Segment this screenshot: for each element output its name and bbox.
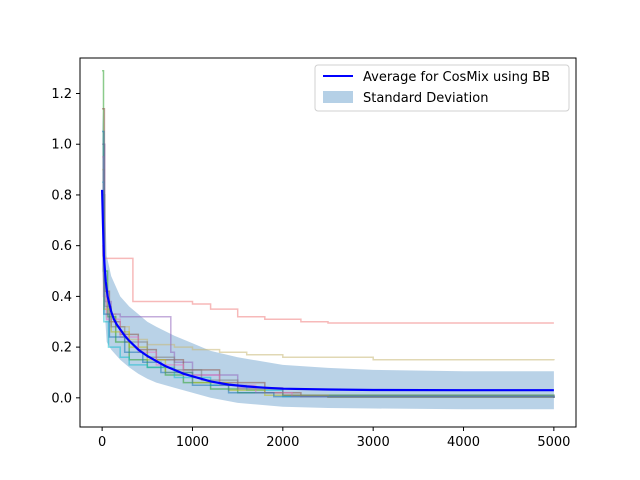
x-tick-label: 3000: [357, 435, 390, 450]
x-tick-label: 0: [98, 435, 106, 450]
x-tick-label: 1000: [176, 435, 209, 450]
x-axis-ticks: 0 1000 2000 3000 4000 5000: [98, 427, 570, 450]
average-layer: [101, 189, 554, 392]
y-tick-label: 1.2: [51, 87, 72, 102]
run-line-10: [102, 130, 555, 398]
legend: Average for CosMix using BB Standard Dev…: [314, 64, 570, 112]
y-tick-label: 0.4: [51, 290, 72, 305]
y-tick-label: 1.0: [51, 138, 72, 153]
std-band: [102, 111, 554, 410]
y-tick-label: 0.8: [51, 188, 72, 203]
run-line-1: [102, 244, 554, 324]
x-tick-label: 5000: [537, 435, 570, 450]
run-line-5: [102, 181, 555, 398]
x-tick-label: 4000: [447, 435, 480, 450]
axes-frame: [79, 57, 577, 428]
legend-std-swatch: [323, 91, 353, 103]
std-band-layer: [102, 111, 554, 410]
legend-average-label: Average for CosMix using BB: [363, 70, 550, 85]
y-tick-label: 0.2: [51, 341, 72, 356]
run-line-2: [102, 168, 555, 361]
run-line-8: [102, 156, 555, 398]
y-tick-label: 0.0: [51, 391, 72, 406]
y-axis-ticks: 0.0 0.2 0.4 0.6 0.8 1.0 1.2: [51, 87, 80, 406]
x-tick-label: 2000: [266, 435, 299, 450]
legend-std-label: Standard Deviation: [363, 91, 488, 106]
y-tick-label: 0.6: [51, 239, 72, 254]
legend-box: [314, 64, 570, 112]
average-line: [101, 189, 554, 392]
